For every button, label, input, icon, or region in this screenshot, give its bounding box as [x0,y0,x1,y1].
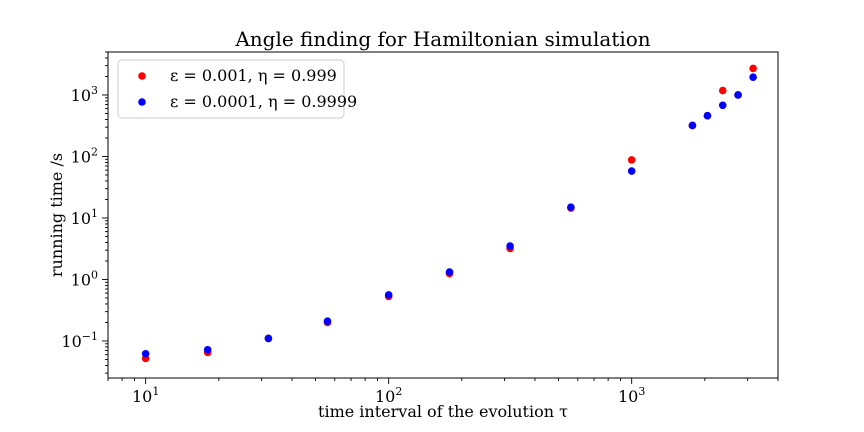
data-point-series2-9 [627,167,636,175]
data-point-series2-4 [323,317,332,325]
legend-label-2: ε = 0.0001, η = 0.9999 [170,92,357,111]
x-axis-ticks: 101 102 103 [107,378,779,406]
data-point-series2-5 [384,291,393,299]
data-point-series2-13 [734,91,742,99]
data-point-series2-7 [506,242,514,250]
data-point-series2-2 [203,345,212,354]
legend-box [117,59,345,119]
data-point-series2-14 [749,73,757,81]
legend-entry-2: ε = 0.0001, η = 0.9999 [138,92,357,111]
data-point-series2-10 [688,121,697,130]
y-tick-label-3: 101 [71,207,98,228]
data-point-series2-11 [703,111,712,120]
data-point-series2-1 [141,349,150,358]
data-point-series2-12 [718,101,727,110]
data-point-series1-9 [627,156,636,164]
data-point-series1-14 [749,64,757,73]
data-markers [141,64,757,363]
y-tick-label-2: 100 [71,268,98,289]
y-tick-label-4: 102 [71,145,98,166]
legend-marker-red [138,72,146,80]
axes-frame [107,51,779,379]
y-tick-label-5: 103 [71,84,98,105]
x-tick-label-3: 103 [618,385,645,406]
x-tick-label-1: 101 [132,385,159,406]
legend-label-1: ε = 0.001, η = 0.999 [170,66,337,85]
y-axis-label: running time /s [47,153,66,277]
y-tick-label-1: 10−1 [61,330,98,351]
chart-title: Angle finding for Hamiltonian simulation [234,27,650,51]
data-point-series2-6 [445,268,454,276]
y-axis-ticks: 10−1 100 101 102 103 [61,51,108,374]
legend-marker-blue [138,98,146,106]
data-point-series2-3 [264,334,273,343]
x-tick-label-2: 102 [375,385,402,406]
data-point-series1-12 [718,86,727,95]
x-axis-label: time interval of the evolution τ [318,402,568,421]
legend-entry-1: ε = 0.001, η = 0.999 [138,66,337,85]
legend: ε = 0.001, η = 0.999 ε = 0.0001, η = 0.9… [117,59,357,119]
data-point-series2-8 [567,203,575,211]
